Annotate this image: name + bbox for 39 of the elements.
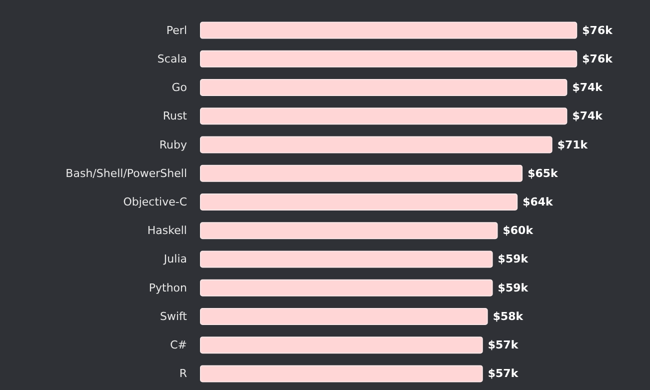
- data-label: $74k: [572, 81, 604, 94]
- data-label: $57k: [488, 338, 519, 352]
- data-label: $76k: [582, 24, 614, 37]
- data-label: $59k: [498, 281, 529, 294]
- data-label: $57k: [488, 367, 519, 380]
- bar: [200, 336, 483, 354]
- data-label: $64k: [522, 196, 554, 208]
- data-label: $71k: [557, 138, 588, 152]
- data-label: $65k: [528, 166, 559, 180]
- y-tick-label: Ruby: [159, 138, 188, 152]
- bar: [200, 308, 488, 325]
- bar: [200, 79, 568, 96]
- y-tick-label: Python: [148, 281, 188, 294]
- y-tick-label: Scala: [157, 52, 187, 66]
- y-tick-label: Bash/Shell/PowerShell: [66, 166, 187, 180]
- data-label: $58k: [492, 310, 524, 323]
- y-tick-label: Swift: [160, 310, 188, 323]
- y-tick-label: Rust: [162, 110, 188, 123]
- bar: [200, 222, 498, 240]
- y-tick-label: Julia: [162, 252, 187, 266]
- data-label: $76k: [582, 52, 614, 66]
- y-tick-label: Haskell: [147, 224, 187, 238]
- bar: [200, 164, 523, 182]
- y-tick-label: Perl: [166, 24, 187, 37]
- y-tick-label: Objective-C: [123, 196, 188, 208]
- bar: [200, 22, 578, 39]
- bar: [200, 108, 568, 125]
- y-tick-label: C#: [170, 338, 187, 352]
- bar: [200, 250, 493, 268]
- bar: [200, 194, 518, 210]
- data-label: $60k: [502, 224, 534, 238]
- bar: [200, 50, 578, 68]
- bar: [200, 279, 493, 296]
- y-tick-label: Go: [172, 81, 188, 94]
- bar: [200, 136, 552, 154]
- data-label: $74k: [572, 110, 604, 123]
- bar: [200, 365, 483, 382]
- y-tick-label: R: [179, 367, 188, 380]
- data-label: $59k: [498, 252, 529, 266]
